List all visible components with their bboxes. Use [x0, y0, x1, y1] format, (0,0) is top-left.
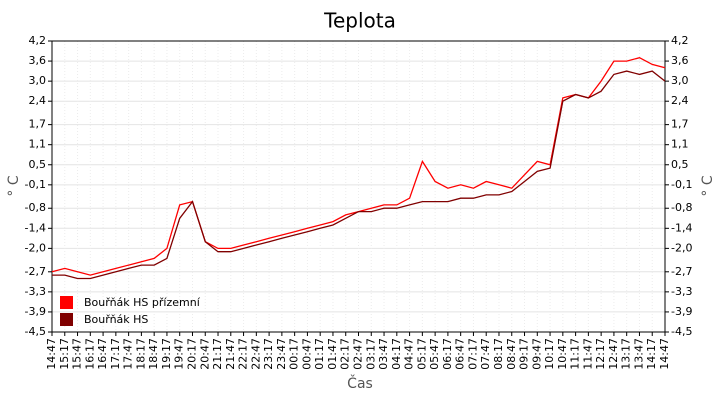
- y-tick-label: -3,9: [25, 305, 46, 318]
- x-tick-label: 14:17: [645, 338, 658, 370]
- y-tick-label: -0,8: [25, 201, 46, 214]
- x-tick-label: 04:47: [403, 338, 416, 370]
- x-tick-label: 20:17: [185, 338, 198, 370]
- y-tick-label: 4,2: [29, 34, 47, 47]
- x-tick-label: 05:17: [415, 338, 428, 370]
- x-tick-label: 10:47: [556, 338, 569, 370]
- plot-border: [51, 40, 666, 333]
- y2-tick-label: -2,0: [671, 241, 692, 254]
- x-tick-label: 06:17: [441, 338, 454, 370]
- y-tick-label: -3,3: [25, 285, 46, 298]
- x-tick-label: 03:17: [364, 338, 377, 370]
- x-tick-label: 05:47: [428, 338, 441, 370]
- x-tick-label: 01:17: [313, 338, 326, 370]
- x-tick-label: 20:47: [198, 338, 211, 370]
- y-tick-label: 1,1: [29, 138, 47, 151]
- x-tick-label: 04:17: [390, 338, 403, 370]
- x-tick-label: 02:47: [352, 338, 365, 370]
- x-tick-label: 23:47: [275, 338, 288, 370]
- y-tick-label: 2,4: [29, 94, 47, 107]
- y-tick-label: 3,6: [29, 54, 47, 67]
- x-tick-label: 18:47: [147, 338, 160, 370]
- x-tick-label: 15:47: [71, 338, 84, 370]
- y2-tick-label: 1,1: [671, 138, 689, 151]
- x-tick-label: 03:47: [377, 338, 390, 370]
- y-tick-label: -2,7: [25, 265, 46, 278]
- x-tick-label: 09:17: [518, 338, 531, 370]
- y-tick-label: 0,5: [29, 158, 47, 171]
- y-tick-label: -0,1: [25, 178, 46, 191]
- series-line: [52, 70, 666, 280]
- y2-tick-label: -1,4: [671, 221, 692, 234]
- x-tick-label: 10:17: [543, 338, 556, 370]
- y2-tick-label: 3,0: [671, 74, 689, 87]
- x-tick-label: 19:47: [173, 338, 186, 370]
- x-tick-label: 00:47: [300, 338, 313, 370]
- x-tick-label: 01:47: [326, 338, 339, 370]
- x-tick-label: 16:17: [83, 338, 96, 370]
- legend-label: Bouřňák HS: [84, 313, 148, 326]
- legend-swatch: [60, 313, 73, 326]
- legend-label: Bouřňák HS přízemní: [84, 296, 201, 309]
- y-tick-label: 3,0: [29, 74, 47, 87]
- x-tick-label: 21:47: [224, 338, 237, 370]
- y2-tick-label: 0,5: [671, 158, 689, 171]
- x-tick-label: 07:47: [479, 338, 492, 370]
- chart-title: Teplota: [323, 9, 396, 33]
- y2-tick-label: -3,3: [671, 285, 692, 298]
- y2-tick-label: 2,4: [671, 94, 689, 107]
- x-tick-label: 13:47: [632, 338, 645, 370]
- y2-tick-label: -2,7: [671, 265, 692, 278]
- legend-swatch: [60, 296, 73, 309]
- x-tick-label: 16:47: [96, 338, 109, 370]
- x-tick-label: 14:47: [45, 338, 58, 370]
- y2-axis-label: ° C: [700, 175, 716, 196]
- y2-tick-label: -0,1: [671, 178, 692, 191]
- y2-tick-label: 3,6: [671, 54, 689, 67]
- x-tick-label: 09:47: [530, 338, 543, 370]
- y2-tick-label: -4,5: [671, 325, 692, 338]
- x-tick-label: 17:47: [122, 338, 135, 370]
- x-tick-label: 12:47: [607, 338, 620, 370]
- x-tick-label: 12:17: [594, 338, 607, 370]
- y-tick-label: -4,5: [25, 325, 46, 338]
- x-tick-label: 18:17: [134, 338, 147, 370]
- x-tick-label: 08:47: [505, 338, 518, 370]
- x-axis-label: Čas: [347, 374, 373, 392]
- x-tick-label: 13:17: [620, 338, 633, 370]
- x-tick-label: 08:17: [492, 338, 505, 370]
- x-tick-label: 19:17: [160, 338, 173, 370]
- x-tick-label: 06:47: [454, 338, 467, 370]
- x-tick-label: 22:47: [249, 338, 262, 370]
- x-tick-label: 15:17: [58, 338, 71, 370]
- y-tick-label: -1,4: [25, 221, 46, 234]
- x-tick-label: 22:17: [237, 338, 250, 370]
- x-tick-label: 00:17: [288, 338, 301, 370]
- x-tick-label: 02:17: [339, 338, 352, 370]
- y2-tick-label: -3,9: [671, 305, 692, 318]
- y2-tick-label: -0,8: [671, 201, 692, 214]
- x-tick-label: 17:17: [109, 338, 122, 370]
- y-axis-label: ° C: [6, 175, 22, 196]
- x-tick-label: 11:17: [569, 338, 582, 370]
- y2-tick-label: 4,2: [671, 34, 689, 47]
- x-tick-label: 23:17: [262, 338, 275, 370]
- x-tick-label: 11:47: [581, 338, 594, 370]
- y-tick-label: -2,0: [25, 241, 46, 254]
- plot-area: [52, 41, 665, 332]
- y-tick-label: 1,7: [29, 118, 47, 131]
- x-tick-label: 14:47: [658, 338, 671, 370]
- x-tick-label: 21:17: [211, 338, 224, 370]
- y2-tick-label: 1,7: [671, 118, 689, 131]
- x-tick-label: 07:17: [466, 338, 479, 370]
